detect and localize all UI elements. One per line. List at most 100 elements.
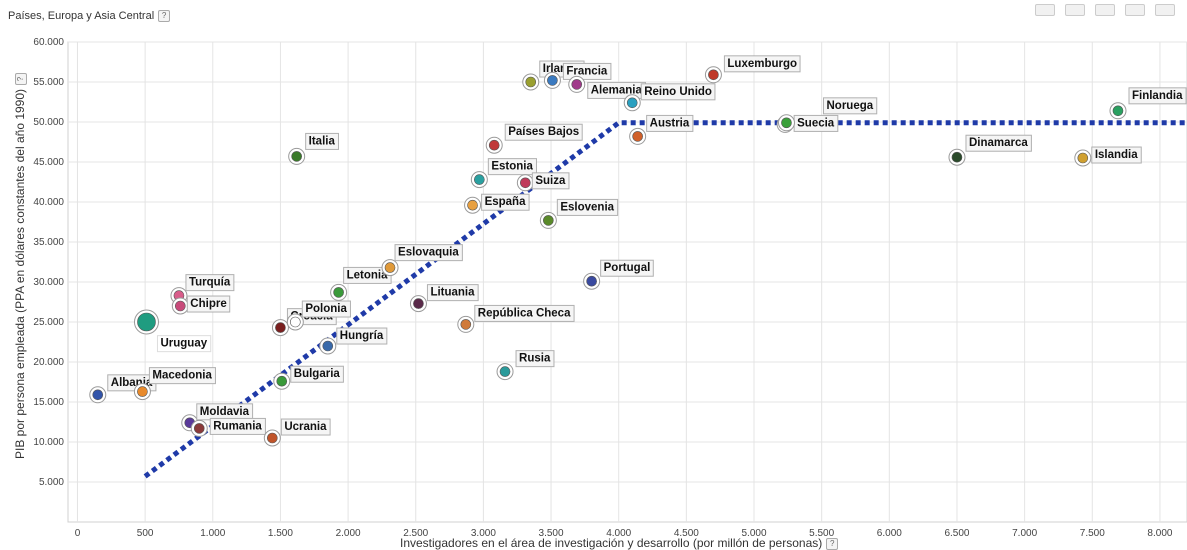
point-label: Lituania	[430, 287, 475, 299]
x-tick-label: 3.000	[471, 528, 496, 539]
data-point-países-bajos[interactable]: Países Bajos	[485, 123, 583, 154]
point-label: Hungría	[340, 330, 384, 342]
point-label-box	[474, 304, 575, 322]
point-marker	[137, 312, 156, 332]
x-tick-label: 4.000	[606, 528, 631, 539]
data-point-moldavia[interactable]: Moldavia	[181, 403, 254, 432]
point-marker	[333, 287, 344, 298]
point-label: Polonia	[305, 303, 347, 315]
point-marker	[322, 340, 334, 352]
point-label: Ucrania	[284, 421, 327, 433]
data-point-finlandia[interactable]: Finlandia	[1109, 87, 1187, 120]
data-point-luxemburgo[interactable]: Luxemburgo	[704, 55, 801, 84]
data-point-macedonia[interactable]: Macedonia	[133, 367, 216, 401]
data-point-eslovenia[interactable]: Eslovenia	[539, 198, 619, 229]
y-axis-help-icon[interactable]: ?	[14, 72, 27, 85]
x-tick-label: 5.500	[809, 528, 834, 539]
data-point-austria[interactable]: Austria	[629, 114, 694, 145]
point-label-box	[290, 365, 344, 383]
point-marker	[290, 316, 301, 328]
data-point-italia[interactable]: Italia	[288, 132, 339, 165]
x-tick-label: 4.500	[674, 528, 699, 539]
data-point-suiza[interactable]: Suiza	[516, 172, 570, 192]
point-label-box	[336, 327, 388, 345]
data-point-letonia[interactable]: Letonia	[330, 266, 392, 301]
point-label-box	[965, 134, 1032, 152]
data-point-dinamarca[interactable]: Dinamarca	[948, 134, 1032, 166]
data-point-portugal[interactable]: Portugal	[583, 259, 654, 290]
y-tick-label: 20.000	[33, 357, 64, 368]
point-label-box	[504, 123, 583, 141]
point-marker	[543, 215, 554, 226]
point-label-box	[301, 300, 351, 318]
point-label-box	[394, 244, 463, 262]
y-tick-label: 35.000	[33, 237, 64, 248]
data-point-españa[interactable]: España	[464, 193, 530, 214]
point-label: República Checa	[478, 307, 571, 319]
point-label: Islandia	[1095, 149, 1138, 161]
point-label: Rumania	[213, 420, 262, 432]
point-label: Alemania	[591, 84, 643, 96]
x-tick-label: 8.000	[1147, 528, 1172, 539]
data-point-república-checa[interactable]: República Checa	[457, 304, 575, 333]
x-axis-help-icon[interactable]: ?	[826, 537, 839, 550]
data-point-bulgaria[interactable]: Bulgaria	[273, 365, 344, 390]
data-point-ucrania[interactable]: Ucrania	[263, 418, 331, 447]
point-marker	[474, 174, 485, 185]
x-tick-label: 1.500	[268, 528, 293, 539]
data-point-francia[interactable]: Francia	[543, 62, 612, 89]
settings-icon[interactable]	[1095, 4, 1115, 16]
data-point-lituania[interactable]: Lituania	[409, 284, 479, 313]
y-tick-label: 25.000	[33, 317, 64, 328]
y-tick-label: 15.000	[33, 397, 64, 408]
y-tick-label: 10.000	[33, 437, 64, 448]
point-marker	[137, 386, 148, 397]
point-marker	[276, 375, 288, 387]
data-point-chipre[interactable]: Chipre	[171, 295, 231, 315]
point-label: Finlandia	[1132, 90, 1183, 102]
help-icon[interactable]: ?	[158, 10, 171, 23]
data-point-eslovaquia[interactable]: Eslovaquia	[381, 244, 463, 277]
point-label: Bulgaria	[294, 368, 341, 380]
x-tick-label: 1.000	[200, 528, 225, 539]
point-marker	[384, 262, 396, 273]
fullscreen-icon[interactable]	[1155, 4, 1175, 16]
share-icon[interactable]	[1125, 4, 1145, 16]
data-point-reino-unido[interactable]: Reino Unido	[623, 83, 716, 112]
point-label: Francia	[566, 65, 608, 77]
data-point-polonia[interactable]: Polonia	[286, 300, 351, 331]
data-point-estonia[interactable]: Estonia	[470, 158, 537, 189]
y-tick-label: 45.000	[33, 157, 64, 168]
point-marker	[291, 151, 302, 162]
point-marker	[525, 76, 537, 88]
y-tick-label: 60.000	[33, 37, 64, 48]
data-point-rumania[interactable]: Rumania	[190, 417, 266, 437]
point-label-box	[185, 274, 235, 292]
y-axis-label: PIB por persona empleada (PPA en dólares…	[13, 88, 27, 459]
point-label: Países Bajos	[508, 126, 579, 138]
x-tick-label: 7.500	[1080, 528, 1105, 539]
chart-title: Países, Europa y Asia Central	[8, 10, 155, 22]
point-label: Reino Unido	[644, 86, 712, 98]
data-point-hungría[interactable]: Hungría	[319, 327, 388, 355]
point-label: Suecia	[797, 117, 835, 129]
point-label: Austria	[650, 117, 690, 129]
point-label-box	[186, 295, 231, 313]
point-marker	[781, 117, 792, 129]
point-label: Moldavia	[200, 406, 250, 418]
point-label: Turquía	[189, 277, 231, 289]
chart-view-icon[interactable]	[1035, 4, 1055, 16]
bar-view-icon[interactable]	[1065, 4, 1085, 16]
y-tick-label: 5.000	[39, 477, 64, 488]
point-marker	[571, 79, 583, 90]
point-marker	[1112, 105, 1124, 117]
data-point-noruega[interactable]: Noruega	[777, 97, 878, 132]
point-label: Estonia	[491, 161, 533, 173]
x-tick-label: 6.500	[944, 528, 969, 539]
point-label-box	[487, 158, 537, 176]
data-point-rusia[interactable]: Rusia	[496, 350, 555, 381]
point-label-box	[481, 193, 530, 211]
data-point-uruguay[interactable]: Uruguay	[133, 309, 212, 353]
data-point-islandia[interactable]: Islandia	[1074, 146, 1142, 167]
